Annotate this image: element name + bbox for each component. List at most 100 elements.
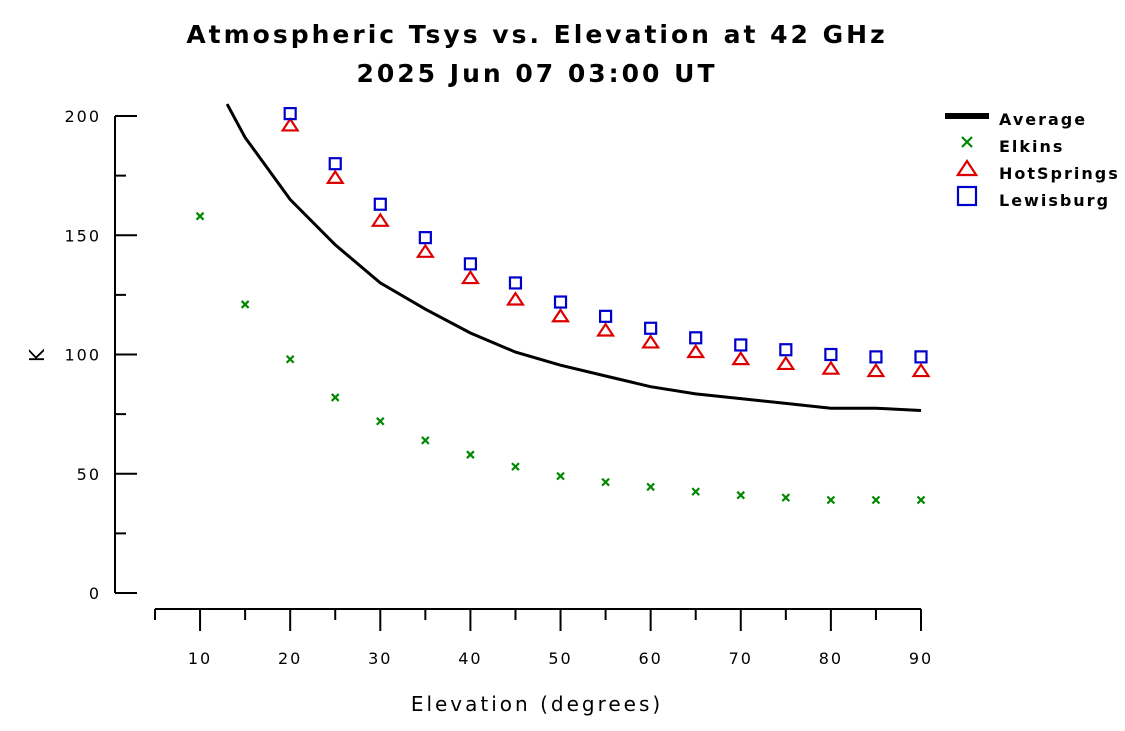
x-tick-label: 10 xyxy=(188,649,212,668)
point-elkins xyxy=(781,493,791,502)
point-hotsprings xyxy=(776,355,796,371)
point-lewisburg xyxy=(869,350,883,364)
point-hotsprings xyxy=(686,343,706,359)
legend-label: Lewisburg xyxy=(999,191,1110,210)
point-elkins xyxy=(421,436,430,445)
point-elkins xyxy=(691,487,700,496)
point-hotsprings xyxy=(460,269,480,285)
x-tick-label: 90 xyxy=(909,649,933,668)
y-tick-label: 50 xyxy=(77,465,101,484)
x-stroke xyxy=(195,211,205,221)
legend-triangle-swatch xyxy=(955,158,979,177)
point-elkins xyxy=(826,495,836,505)
point-elkins xyxy=(556,471,565,481)
x-axis-label: Elevation (degrees) xyxy=(411,692,663,716)
point-hotsprings xyxy=(370,212,390,227)
point-lewisburg xyxy=(824,347,838,362)
legend-average: Average xyxy=(945,110,1087,129)
x-tick-label: 30 xyxy=(368,649,392,668)
x-tick-label: 70 xyxy=(729,649,753,668)
point-lewisburg xyxy=(463,257,478,271)
x-stroke xyxy=(601,477,610,487)
point-elkins xyxy=(376,417,385,426)
y-tick-label: 150 xyxy=(64,226,101,245)
point-elkins xyxy=(736,490,746,500)
point-elkins xyxy=(871,495,881,505)
point-hotsprings xyxy=(325,169,345,184)
point-lewisburg xyxy=(598,309,613,323)
point-hotsprings xyxy=(731,350,751,366)
x-tick-label: 80 xyxy=(819,649,843,668)
point-lewisburg xyxy=(734,338,748,352)
point-hotsprings xyxy=(866,362,886,378)
point-hotsprings xyxy=(415,243,435,258)
point-hotsprings xyxy=(911,362,931,378)
y-tick-label: 0 xyxy=(89,584,101,603)
x-stroke xyxy=(285,354,295,364)
point-hotsprings xyxy=(280,117,300,132)
x-stroke xyxy=(556,471,565,481)
x-stroke xyxy=(781,493,791,502)
point-elkins xyxy=(646,482,655,492)
x-stroke xyxy=(871,495,881,505)
point-lewisburg xyxy=(508,276,523,290)
x-stroke xyxy=(916,495,926,505)
x-stroke xyxy=(330,393,340,402)
point-hotsprings xyxy=(821,360,841,375)
point-lewisburg xyxy=(644,321,658,335)
legend-square-swatch xyxy=(956,185,978,207)
x-stroke xyxy=(826,495,836,505)
point-elkins xyxy=(466,450,475,459)
legend: Average Elkins HotSprings Lewisburg xyxy=(945,110,1120,210)
point-lewisburg xyxy=(553,295,568,309)
point-elkins xyxy=(285,354,295,364)
point-lewisburg xyxy=(418,231,432,245)
x-stroke xyxy=(240,300,250,309)
point-lewisburg xyxy=(328,157,342,171)
point-lewisburg xyxy=(373,197,387,211)
point-elkins xyxy=(330,393,340,402)
point-lewisburg xyxy=(914,350,928,364)
x-stroke xyxy=(421,436,430,445)
point-hotsprings xyxy=(551,307,571,323)
point-elkins xyxy=(240,300,250,309)
x-stroke xyxy=(691,487,700,496)
y-axis-label: K xyxy=(25,346,49,362)
point-elkins xyxy=(511,462,520,471)
point-lewisburg xyxy=(283,107,297,121)
x-stroke xyxy=(961,136,973,148)
point-lewisburg xyxy=(689,331,703,345)
legend-lewisburg: Lewisburg xyxy=(956,185,1110,210)
legend-label: Average xyxy=(999,110,1087,129)
x-tick-label: 60 xyxy=(638,649,662,668)
legend-hotsprings: HotSprings xyxy=(955,158,1120,183)
plot-area xyxy=(195,103,931,505)
x-axis: 10 20 30 40 50 60 70 80 90 xyxy=(154,608,933,668)
x-stroke xyxy=(646,482,655,492)
x-tick-label: 40 xyxy=(458,649,482,668)
point-elkins xyxy=(916,495,926,505)
legend-label: Elkins xyxy=(999,137,1064,156)
x-stroke xyxy=(376,417,385,426)
x-tick-label: 20 xyxy=(278,649,302,668)
y-tick-label: 200 xyxy=(64,107,101,126)
series-average-line xyxy=(225,103,922,412)
y-axis: 0 50 100 150 200 xyxy=(64,107,137,603)
y-tick-label: 100 xyxy=(64,346,101,365)
x-tick-label: 50 xyxy=(548,649,572,668)
legend-elkins: Elkins xyxy=(961,136,1064,156)
point-hotsprings xyxy=(596,322,616,337)
point-lewisburg xyxy=(779,343,793,357)
point-elkins xyxy=(601,477,610,487)
x-stroke xyxy=(511,462,520,471)
chart-title: Atmospheric Tsys vs. Elevation at 42 GHz xyxy=(186,20,887,49)
point-hotsprings xyxy=(505,291,525,306)
legend-x-swatch xyxy=(961,136,973,148)
point-elkins xyxy=(195,211,205,221)
legend-label: HotSprings xyxy=(999,164,1120,183)
point-hotsprings xyxy=(641,334,661,349)
chart-subtitle: 2025 Jun 07 03:00 UT xyxy=(356,59,717,88)
x-stroke xyxy=(736,490,746,500)
x-stroke xyxy=(466,450,475,459)
